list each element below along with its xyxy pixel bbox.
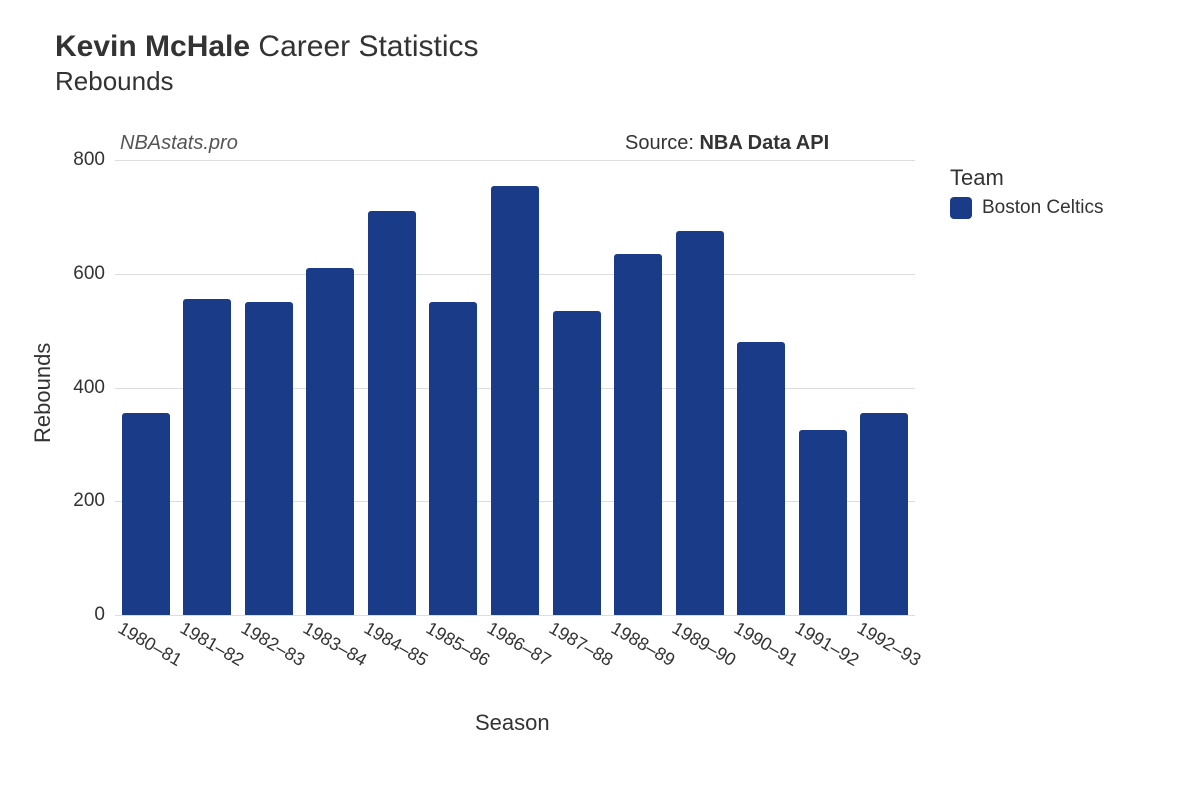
title-player: Kevin McHale [55,30,250,63]
y-tick-label: 200 [73,490,115,512]
bar [614,254,662,615]
legend-item-label: Boston Celtics [982,197,1103,219]
x-tick-label: 1983–84 [299,618,370,671]
watermark: NBAstats.pro [120,132,238,155]
source-attribution: Source: NBA Data API [625,132,829,155]
bar [860,413,908,615]
bar [368,211,416,615]
y-tick-label: 0 [94,604,115,626]
x-tick-label: 1986–87 [484,618,555,671]
x-tick-label: 1987–88 [545,618,616,671]
x-tick-label: 1984–85 [361,618,432,671]
bar [245,302,293,615]
x-tick-label: 1992–93 [853,618,924,671]
x-tick-label: 1982–83 [238,618,309,671]
bar [306,268,354,615]
plot-area: 0200400600800 1980–811981–821982–831983–… [115,160,915,615]
y-tick-label: 800 [73,149,115,171]
title-suffix: Career Statistics [258,30,478,63]
y-tick-label: 400 [73,377,115,399]
y-tick-label: 600 [73,263,115,285]
x-tick-label: 1991–92 [791,618,862,671]
legend-title: Team [950,165,1103,191]
x-tick-label: 1980–81 [114,618,185,671]
x-tick-label: 1989–90 [668,618,739,671]
x-tick-label: 1985–86 [422,618,493,671]
legend: Team Boston Celtics [950,165,1103,219]
legend-swatch [950,197,972,219]
chart-container: Kevin McHale Career Statistics Rebounds … [0,0,1200,800]
x-tick-label: 1981–82 [176,618,247,671]
source-name: NBA Data API [699,132,829,154]
x-tick-label: 1988–89 [607,618,678,671]
source-prefix: Source: [625,132,699,154]
legend-item: Boston Celtics [950,197,1103,219]
bars-group [115,160,915,615]
gridline [115,615,915,616]
chart-title: Kevin McHale Career Statistics [55,30,479,64]
bar [799,430,847,615]
y-axis-label: Rebounds [30,342,56,442]
bar [491,186,539,615]
bar [183,299,231,615]
bar [553,311,601,615]
x-axis-label: Season [475,710,550,736]
chart-subtitle: Rebounds [55,66,479,97]
x-tick-label: 1990–91 [730,618,801,671]
bar [737,342,785,615]
bar [429,302,477,615]
bar [676,231,724,615]
bar [122,413,170,615]
title-block: Kevin McHale Career Statistics Rebounds [55,30,479,97]
